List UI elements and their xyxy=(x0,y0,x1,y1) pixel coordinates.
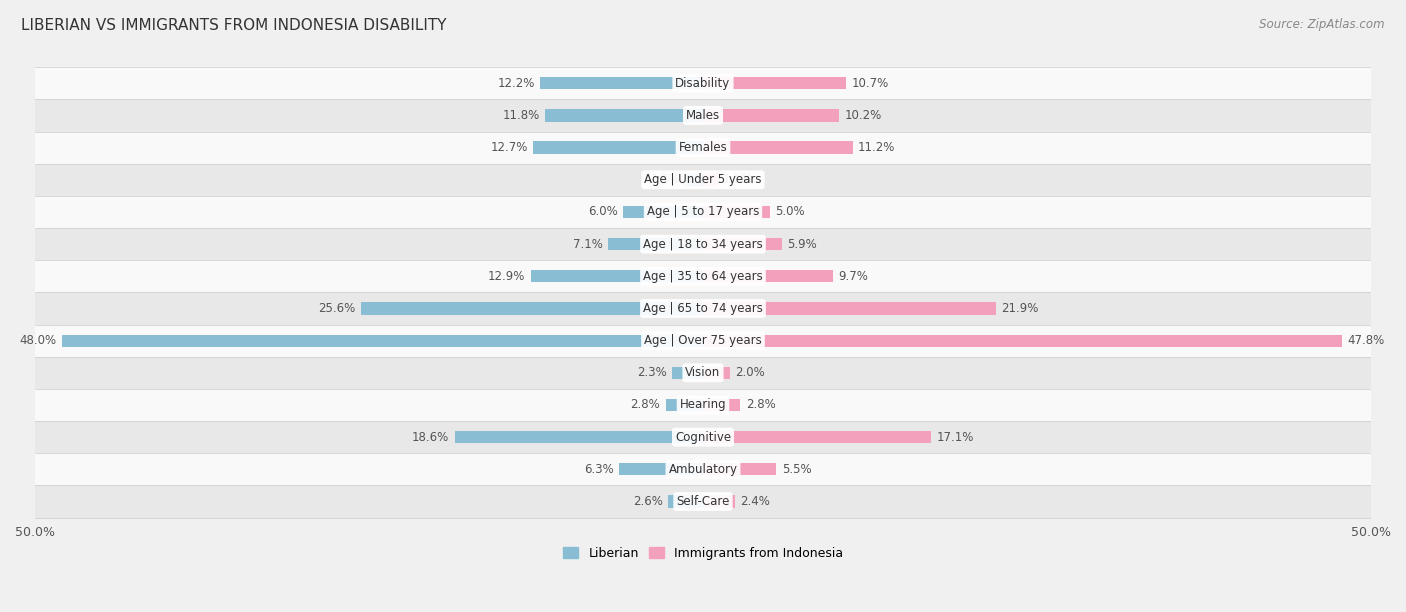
Bar xyxy=(703,206,770,218)
Text: Age | 18 to 34 years: Age | 18 to 34 years xyxy=(643,237,763,251)
Text: 11.2%: 11.2% xyxy=(858,141,896,154)
Text: Hearing: Hearing xyxy=(679,398,727,411)
Text: 25.6%: 25.6% xyxy=(318,302,356,315)
Text: Males: Males xyxy=(686,109,720,122)
Text: Disability: Disability xyxy=(675,76,731,90)
Text: 6.0%: 6.0% xyxy=(588,206,617,218)
Text: Age | 5 to 17 years: Age | 5 to 17 years xyxy=(647,206,759,218)
Text: Age | 35 to 64 years: Age | 35 to 64 years xyxy=(643,270,763,283)
Bar xyxy=(35,421,1371,453)
Bar xyxy=(35,132,1371,163)
Bar xyxy=(35,324,1371,357)
Bar xyxy=(668,495,703,507)
Bar xyxy=(623,206,703,218)
Bar xyxy=(35,99,1371,132)
Bar xyxy=(62,335,703,347)
Bar xyxy=(35,196,1371,228)
Bar xyxy=(530,270,703,282)
Bar xyxy=(703,431,931,443)
Text: Age | 65 to 74 years: Age | 65 to 74 years xyxy=(643,302,763,315)
Bar xyxy=(35,453,1371,485)
Bar xyxy=(35,357,1371,389)
Bar xyxy=(703,270,832,282)
Text: 18.6%: 18.6% xyxy=(412,431,449,444)
Bar xyxy=(35,163,1371,196)
Bar xyxy=(35,389,1371,421)
Text: Age | Over 75 years: Age | Over 75 years xyxy=(644,334,762,347)
Bar xyxy=(546,110,703,122)
Text: Age | Under 5 years: Age | Under 5 years xyxy=(644,173,762,186)
Bar xyxy=(703,174,717,186)
Text: LIBERIAN VS IMMIGRANTS FROM INDONESIA DISABILITY: LIBERIAN VS IMMIGRANTS FROM INDONESIA DI… xyxy=(21,18,447,34)
Text: 2.8%: 2.8% xyxy=(745,398,776,411)
Text: 9.7%: 9.7% xyxy=(838,270,868,283)
Text: 2.4%: 2.4% xyxy=(741,495,770,508)
Legend: Liberian, Immigrants from Indonesia: Liberian, Immigrants from Indonesia xyxy=(558,542,848,565)
Text: 10.7%: 10.7% xyxy=(851,76,889,90)
Text: 21.9%: 21.9% xyxy=(1001,302,1038,315)
Text: 1.1%: 1.1% xyxy=(723,173,754,186)
Text: 5.0%: 5.0% xyxy=(775,206,804,218)
Bar xyxy=(454,431,703,443)
Bar xyxy=(665,399,703,411)
Bar xyxy=(540,77,703,89)
Bar xyxy=(35,485,1371,518)
Bar xyxy=(361,302,703,315)
Bar xyxy=(35,293,1371,324)
Bar xyxy=(703,302,995,315)
Bar xyxy=(703,335,1341,347)
Text: 2.3%: 2.3% xyxy=(637,367,666,379)
Text: 1.3%: 1.3% xyxy=(651,173,681,186)
Text: 5.9%: 5.9% xyxy=(787,237,817,251)
Bar xyxy=(686,174,703,186)
Bar xyxy=(703,399,741,411)
Text: 12.9%: 12.9% xyxy=(488,270,526,283)
Text: 11.8%: 11.8% xyxy=(503,109,540,122)
Text: Vision: Vision xyxy=(685,367,721,379)
Text: 7.1%: 7.1% xyxy=(572,237,603,251)
Text: 5.5%: 5.5% xyxy=(782,463,811,476)
Bar xyxy=(35,260,1371,293)
Bar xyxy=(703,110,839,122)
Text: Females: Females xyxy=(679,141,727,154)
Text: 2.0%: 2.0% xyxy=(735,367,765,379)
Bar xyxy=(703,238,782,250)
Bar xyxy=(703,367,730,379)
Bar xyxy=(35,228,1371,260)
Text: 17.1%: 17.1% xyxy=(936,431,974,444)
Bar xyxy=(609,238,703,250)
Text: Source: ZipAtlas.com: Source: ZipAtlas.com xyxy=(1260,18,1385,31)
Text: 47.8%: 47.8% xyxy=(1347,334,1384,347)
Bar xyxy=(619,463,703,476)
Bar xyxy=(672,367,703,379)
Bar xyxy=(703,495,735,507)
Bar xyxy=(703,463,776,476)
Text: 2.6%: 2.6% xyxy=(633,495,662,508)
Text: 12.7%: 12.7% xyxy=(491,141,529,154)
Bar xyxy=(703,141,852,154)
Bar xyxy=(35,67,1371,99)
Text: 6.3%: 6.3% xyxy=(583,463,613,476)
Text: 10.2%: 10.2% xyxy=(845,109,882,122)
Text: 12.2%: 12.2% xyxy=(498,76,534,90)
Text: Ambulatory: Ambulatory xyxy=(668,463,738,476)
Text: 2.8%: 2.8% xyxy=(630,398,661,411)
Bar xyxy=(533,141,703,154)
Text: Self-Care: Self-Care xyxy=(676,495,730,508)
Bar xyxy=(703,77,846,89)
Text: Cognitive: Cognitive xyxy=(675,431,731,444)
Text: 48.0%: 48.0% xyxy=(20,334,56,347)
